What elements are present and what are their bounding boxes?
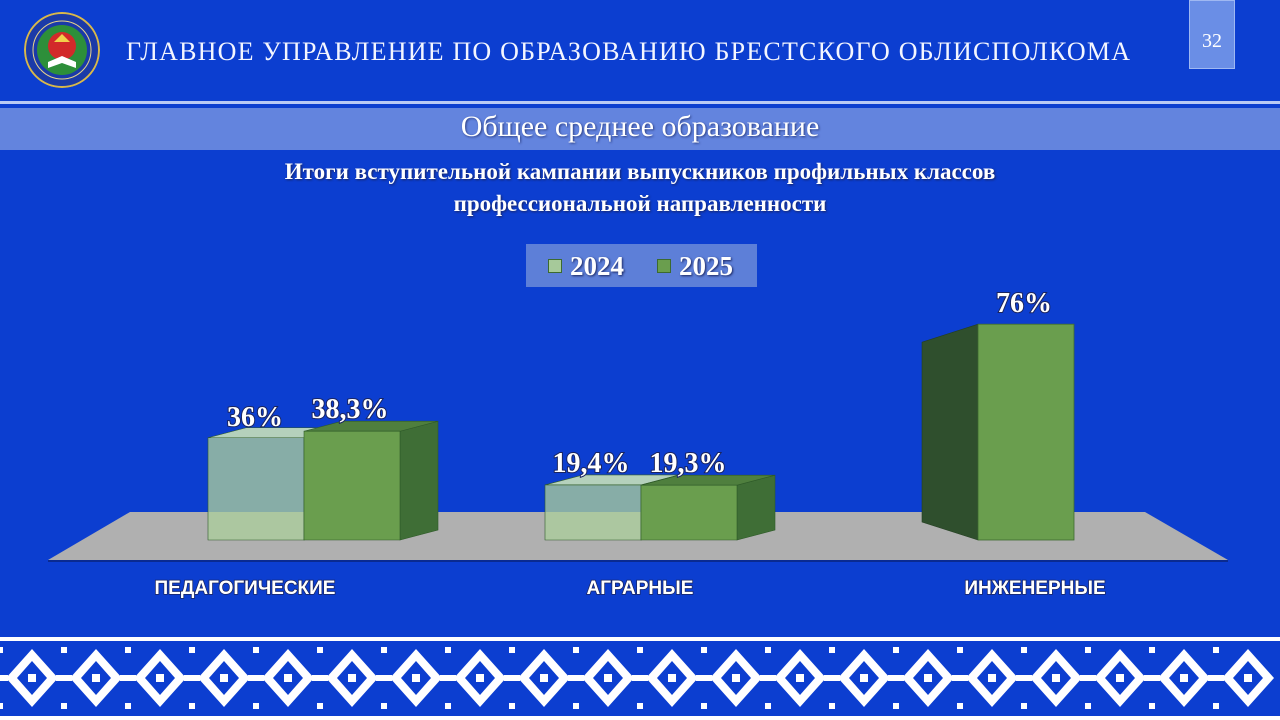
data-label-ped-2025: 38,3% [312, 394, 389, 425]
chart-legend: 2024 2025 [526, 244, 757, 287]
category-label-2: ИНЖЕНЕРНЫЕ [964, 578, 1105, 599]
header: ГЛАВНОЕ УПРАВЛЕНИЕ ПО ОБРАЗОВАНИЮ БРЕСТС… [0, 0, 1280, 104]
bar-0-2024-front [207, 437, 305, 541]
bar-1-2024-front [544, 484, 642, 541]
header-divider [0, 101, 1280, 104]
emblem-icon [24, 12, 100, 88]
data-label-agr-2024: 19,4% [553, 448, 630, 479]
page-number: 32 [1189, 0, 1235, 69]
bar-0-2025-side [399, 420, 439, 541]
bar-chart: 36% 38,3% 19,4% 19,3% 76% ПЕДАГОГИЧЕСКИЕ АГРАР… [48, 287, 1228, 600]
bar-inzhenernye-2025-front [977, 323, 1075, 541]
bar-0-2025 [303, 420, 439, 541]
belarusian-ornament-icon [0, 637, 1280, 720]
data-label-ped-2024: 36% [227, 402, 283, 433]
chart-title: Итоги вступительной кампании выпускников… [140, 156, 1140, 220]
category-label-0: ПЕДАГОГИЧЕСКИЕ [155, 578, 336, 599]
legend-label-2024: 2024 [570, 251, 624, 281]
section-band: Общее среднее образование [0, 108, 1280, 150]
chart-title-line-1: Итоги вступительной кампании выпускников… [284, 159, 996, 184]
bar-1-2025-front [640, 484, 738, 541]
data-label-inzh-2025: 76% [996, 288, 1052, 319]
legend-label-2025: 2025 [679, 251, 733, 281]
legend-swatch-2025 [657, 259, 671, 273]
legend-swatch-2024 [548, 259, 562, 273]
category-label-1: АГРАРНЫЕ [587, 578, 694, 599]
bar-inzhenernye-2025-side [921, 323, 979, 541]
bar-0-2025-front [303, 430, 401, 541]
header-title: ГЛАВНОЕ УПРАВЛЕНИЕ ПО ОБРАЗОВАНИЮ БРЕСТС… [126, 37, 1132, 66]
section-title: Общее среднее образование [460, 110, 820, 143]
data-label-agr-2025: 19,3% [650, 448, 727, 479]
bar-1-2025-side [736, 474, 776, 541]
bar-1-2025 [640, 474, 776, 541]
chart-title-line-2: профессиональной направленности [453, 191, 827, 216]
